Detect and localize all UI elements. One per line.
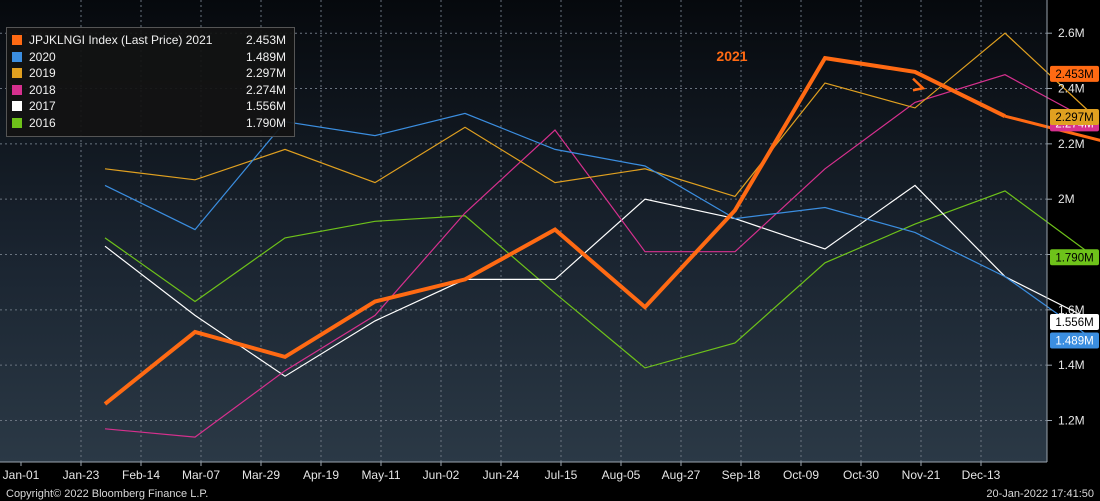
y-tick-label: 1.4M — [1058, 358, 1085, 372]
x-tick-label: Aug-27 — [662, 468, 701, 482]
value-tag — [1050, 65, 1099, 82]
value-tag — [1050, 109, 1099, 126]
trend-arrows — [912, 77, 1100, 142]
legend-label: 2020 — [29, 49, 56, 64]
y-tick-label: 1.6M — [1058, 303, 1085, 317]
legend-swatch — [12, 51, 22, 62]
legend-value: 2.453M — [245, 33, 286, 47]
value-tag-label: 2.297M — [1055, 112, 1093, 124]
legend-item: 2017 1.556M — [7, 98, 294, 115]
copyright-text: Copyright© 2022 Bloomberg Finance L.P. — [6, 488, 209, 500]
legend-item: 2019 2.297M — [7, 65, 294, 82]
legend-label: 2016 — [29, 115, 56, 130]
legend-swatch — [12, 68, 22, 78]
y-tick-label: 1.2M — [1058, 414, 1085, 428]
x-tick-label: Jan-01 — [3, 468, 40, 482]
timestamp-text: 20-Jan-2022 17:41:50 — [986, 488, 1094, 500]
series-line — [104, 112, 1096, 342]
legend-label: JPJKLNGI Index (Last Price) 2021 — [29, 33, 213, 47]
x-tick-label: May-11 — [361, 468, 400, 482]
x-tick-label: Aug-05 — [602, 468, 641, 482]
legend-label: 2017 — [29, 99, 56, 113]
series-line — [104, 74, 1096, 438]
x-tick-label: Oct-30 — [843, 468, 879, 482]
value-tag — [1050, 249, 1099, 266]
value-tag — [1050, 332, 1099, 349]
legend-item: 2018 2.274M — [7, 82, 294, 99]
legend-value: 2.274M — [245, 82, 286, 97]
x-tick-label: Jun-24 — [483, 468, 520, 482]
value-tag-label: 1.790M — [1055, 252, 1093, 264]
legend-value: 1.790M — [245, 115, 286, 130]
series-line — [104, 32, 1096, 198]
legend-value: 1.556M — [245, 99, 286, 113]
y-tick-label: 2.2M — [1058, 137, 1085, 151]
x-tick-label: Feb-14 — [122, 468, 160, 482]
x-tick-label: Jun-02 — [423, 468, 460, 482]
value-tag-label: 1.489M — [1055, 336, 1093, 348]
x-tick-label: Jan-23 — [63, 468, 100, 482]
legend-value: 1.489M — [245, 49, 286, 64]
legend-value: 2.297M — [245, 66, 286, 80]
legend-swatch — [12, 101, 22, 111]
legend-swatch — [12, 35, 22, 45]
grid — [0, 0, 1047, 462]
value-tag — [1050, 314, 1099, 331]
x-tick-label: Oct-09 — [783, 468, 819, 482]
legend-swatch — [12, 117, 22, 128]
legend-label: 2018 — [29, 82, 56, 97]
legend-item: 2016 1.790M — [7, 115, 294, 132]
series-lines — [103, 32, 1096, 438]
legend-swatch — [12, 84, 22, 95]
legend-item: 2020 1.489M — [7, 49, 294, 66]
series-line — [104, 184, 1096, 377]
series-line — [104, 190, 1096, 369]
trend-arrow-head — [912, 77, 926, 92]
value-tag-label: 1.556M — [1055, 317, 1093, 329]
x-tick-label: Sep-18 — [722, 468, 761, 482]
x-tick-label: Mar-07 — [182, 468, 220, 482]
legend-label: 2019 — [29, 66, 56, 80]
trend-arrow-line — [1004, 114, 1100, 142]
y-tick-label: 2M — [1058, 192, 1075, 206]
x-tick-label: Nov-21 — [902, 468, 941, 482]
annotation-2021: 2021 — [716, 48, 747, 64]
x-tick-label: Mar-29 — [242, 468, 280, 482]
y-tick-label: 2.6M — [1058, 26, 1085, 40]
legend-item: JPJKLNGI Index (Last Price) 2021 2.453M — [7, 32, 294, 49]
x-tick-label: Dec-13 — [962, 468, 1001, 482]
legend: JPJKLNGI Index (Last Price) 2021 2.453M … — [6, 27, 295, 137]
x-tick-label: Jul-15 — [545, 468, 578, 482]
value-tag-label: 2.453M — [1055, 69, 1093, 81]
y-tick-label: 2.4M — [1058, 82, 1085, 96]
x-tick-label: Apr-19 — [303, 468, 339, 482]
axes: 1.2M1.4M1.6M1.8M2M2.2M2.4M2.6MJan-01Jan-… — [0, 0, 1085, 482]
series-line — [103, 55, 1006, 406]
